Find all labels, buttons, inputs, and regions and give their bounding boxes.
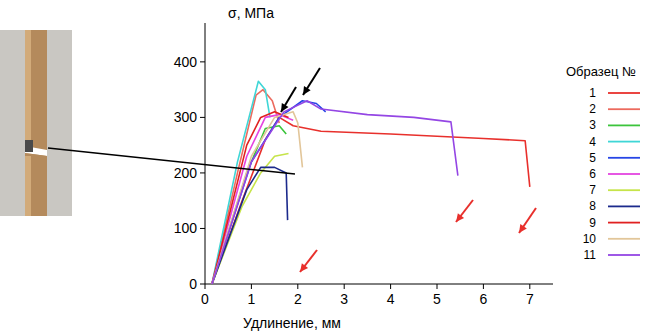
x-tick-label: 4 [387,291,395,307]
legend: Образец № 1 2 3 4 5 6 7 8 9 10 11 [566,64,640,262]
annotation-arrow [281,87,296,112]
rod-highlight [25,156,31,216]
legend-label: 1 [589,86,596,100]
annotation-arrow [303,68,320,95]
plot-lines [212,81,530,284]
legend-label: 2 [589,102,596,116]
x-tick-label: 1 [248,291,256,307]
y-tick [200,117,205,118]
legend-label: 9 [589,216,596,230]
y-tick [200,284,205,285]
series-line [212,112,289,284]
x-tick [205,284,206,289]
legend-swatch [608,189,640,191]
x-tick-label: 6 [480,291,488,307]
legend-swatch [608,205,640,207]
legend-title: Образец № [566,64,636,79]
legend-swatch [608,238,640,240]
y-tick-label: 0 [189,276,197,292]
annotation-arrow [456,200,473,222]
legend-swatch [608,254,640,256]
x-axis [205,284,553,285]
legend-label: 8 [589,199,596,213]
series-line [212,126,286,284]
legend-label: 3 [589,118,596,132]
series-line [212,115,293,284]
x-tick-label: 0 [201,291,209,307]
legend-label: 7 [589,183,596,197]
x-tick-label: 3 [340,291,348,307]
photo-background [0,30,72,216]
legend-swatch [608,108,640,110]
rod-lower [25,153,47,216]
x-tick [344,284,345,289]
x-axis-label: Удлинение, мм [243,315,341,331]
y-tick [200,228,205,229]
legend-swatch [608,222,640,224]
annotation-arrow [519,208,536,233]
x-tick [529,284,530,289]
legend-swatch [608,157,640,159]
series-line [212,167,288,284]
x-tick-label: 5 [433,291,441,307]
x-tick [390,284,391,289]
y-tick-label: 100 [174,220,198,236]
legend-label: 11 [584,248,597,262]
x-tick [251,284,252,289]
legend-label: 4 [589,135,596,149]
legend-label: 5 [589,151,596,165]
legend-swatch [608,173,640,175]
y-tick-label: 400 [174,54,198,70]
legend-swatch [608,125,640,127]
series-line [212,101,326,284]
x-tick [437,284,438,289]
legend-label: 6 [589,167,596,181]
y-tick [200,61,205,62]
specimen-photo [0,30,72,216]
series-line [212,101,458,284]
legend-swatch [608,92,640,94]
x-tick [297,284,298,289]
fracture-shadow [25,140,33,152]
y-tick-label: 200 [174,165,198,181]
y-tick-label: 300 [174,109,198,125]
series-line [212,154,289,285]
legend-label: 10 [583,232,597,246]
x-tick-label: 7 [526,291,534,307]
y-axis-label: σ, МПа [228,5,274,21]
photo-pointer [48,148,295,174]
annotation-arrow [300,250,317,272]
chart: 0 100 200 300 400 0 1 2 3 4 5 6 7 σ, МПа Удлинение, мм… [0,0,672,333]
x-tick [483,284,484,289]
x-tick-label: 2 [294,291,302,307]
series-line [212,112,302,284]
legend-swatch [608,141,640,143]
y-tick [200,172,205,173]
